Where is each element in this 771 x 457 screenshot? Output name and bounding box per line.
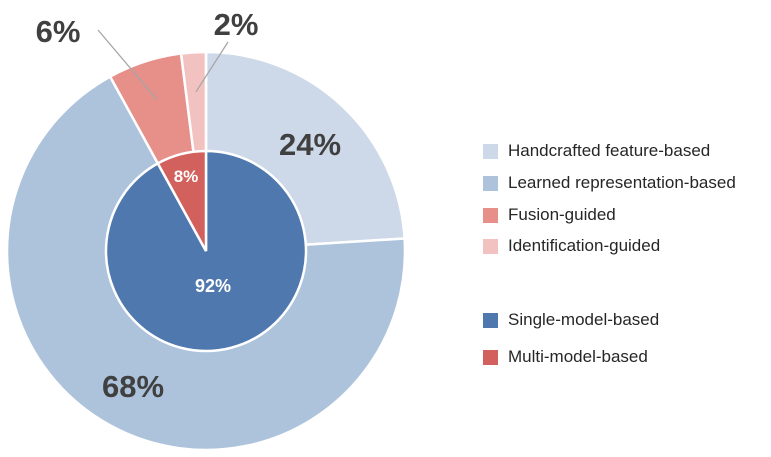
leader-line-fusion-guided [97,29,158,100]
legend-item-fusion: Fusion-guided [483,203,616,227]
legend-label: Single-model-based [508,310,660,329]
outer-data-label-learned-representation-based: 68% [102,369,164,404]
legend-item-handcrafted: Handcrafted feature-based [483,139,710,163]
legend-item-learned: Learned representation-based [483,171,736,195]
inner-data-label-single-model-based: 92% [195,276,231,296]
legend-swatch [483,312,498,328]
legend-item-identification: Identification-guided [483,234,660,258]
legend-swatch [483,238,498,254]
legend-swatch [483,207,498,223]
legend-label: Handcrafted feature-based [508,141,711,160]
legend-label: Identification-guided [508,236,661,255]
leader-lines [97,29,229,100]
legend-label: Fusion-guided [508,205,616,224]
inner-data-label-multi-model-based: 8% [174,167,199,186]
leader-line-identification-guided [195,41,229,93]
legend-item-single-model: Single-model-based [483,308,659,332]
inner-pie [104,149,308,353]
legend-swatch [483,349,498,365]
legend-swatch [483,175,498,191]
legend-item-multi-model: Multi-model-based [483,345,648,369]
legend-label: Multi-model-based [508,347,648,366]
legend-label: Learned representation-based [508,173,736,192]
legend-swatch [483,143,498,159]
inner-slice-multi-model-based [156,149,208,252]
outer-data-label-handcrafted-feature-based: 24% [279,127,341,162]
outer-data-label-identification-guided: 2% [214,7,259,42]
outer-data-label-fusion-guided: 6% [36,14,81,49]
data-labels: 24% 68% 6% 2% 92% 8% [36,7,341,404]
